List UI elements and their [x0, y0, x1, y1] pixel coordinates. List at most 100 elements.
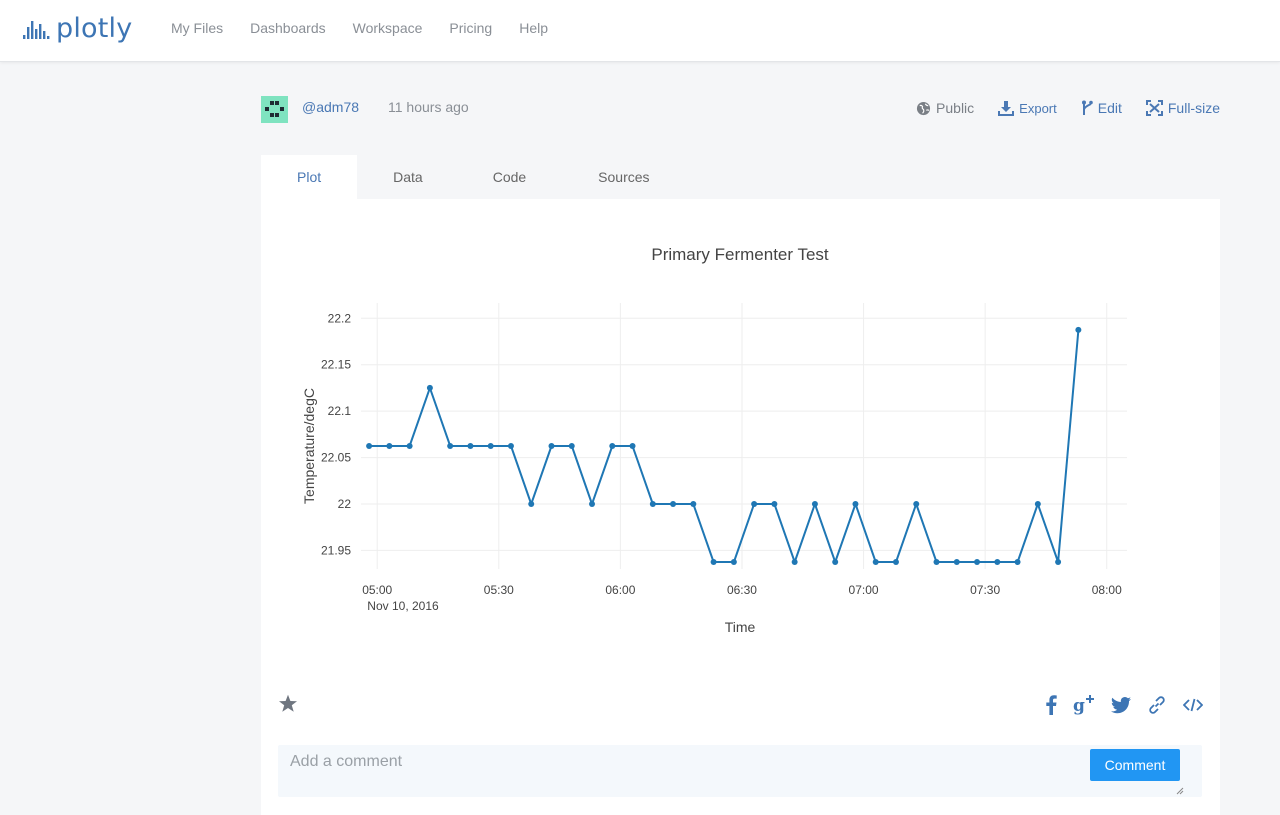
data-point: [507, 442, 514, 449]
nav-workspace[interactable]: Workspace: [352, 20, 423, 36]
tab-sources[interactable]: Sources: [598, 169, 650, 185]
nav-help[interactable]: Help: [519, 20, 548, 36]
data-point: [811, 501, 818, 507]
data-point: [670, 501, 677, 507]
chart-title: Primary Fermenter Test: [651, 245, 829, 264]
fullsize-button[interactable]: Full-size: [1145, 100, 1220, 116]
y-tick-label: 22.1: [328, 404, 352, 418]
data-point: [751, 501, 758, 507]
data-point: [953, 559, 960, 566]
x-tick-label: 05:30: [484, 583, 514, 597]
x-tick-label: 06:30: [727, 583, 757, 597]
public-button[interactable]: Public: [916, 100, 974, 116]
chart-series: [366, 326, 1082, 566]
data-point: [609, 442, 616, 449]
line-chart[interactable]: Primary Fermenter Test 21.952222.0522.12…: [261, 199, 1220, 669]
data-point: [629, 442, 636, 449]
plot-panel: Primary Fermenter Test 21.95 22 22.05 22.1 2…: [261, 199, 1220, 815]
download-icon: [998, 100, 1015, 116]
y-axis-ticks: 21.95 22 22.05 22.1 22.15 22.2: [321, 311, 351, 557]
comment-button[interactable]: Comment: [1090, 749, 1180, 781]
logo-text: plotly: [56, 13, 133, 44]
link-icon[interactable]: [1147, 695, 1167, 715]
export-label: Export: [1019, 100, 1057, 116]
data-point: [771, 501, 778, 507]
data-point: [852, 501, 859, 507]
fullsize-label: Full-size: [1167, 100, 1220, 116]
data-point: [487, 442, 494, 449]
data-point: [447, 442, 454, 449]
data-point: [528, 501, 535, 507]
data-point: [933, 559, 940, 566]
data-point: [426, 384, 433, 391]
data-point: [568, 442, 575, 449]
svg-text:g: g: [1073, 696, 1085, 715]
twitter-icon[interactable]: [1111, 696, 1131, 714]
main-nav: My Files Dashboards Workspace Pricing He…: [171, 0, 575, 56]
tab-plot[interactable]: Plot: [261, 155, 358, 199]
edit-button[interactable]: Edit: [1081, 100, 1122, 116]
plot-tabs: Plot Data Code Sources: [261, 155, 686, 199]
globe-icon: [916, 101, 931, 115]
edit-label: Edit: [1097, 100, 1122, 116]
comment-box: Comment: [278, 745, 1202, 797]
data-point: [974, 559, 981, 566]
x-axis-ticks: 05:00 05:30 06:00 06:30 07:00 07:30 08:00: [362, 583, 1122, 597]
avatar[interactable]: [261, 96, 288, 123]
facebook-icon[interactable]: [1045, 695, 1057, 715]
data-point: [406, 442, 413, 449]
x-tick-label: 07:30: [970, 583, 1000, 597]
data-point: [710, 559, 717, 566]
chart-grid: [361, 303, 1127, 569]
embed-code-icon[interactable]: [1183, 697, 1203, 713]
y-tick-label: 22: [338, 497, 352, 511]
data-point: [690, 501, 697, 507]
fork-icon: [1081, 100, 1093, 115]
resize-handle-icon[interactable]: [1176, 787, 1184, 795]
data-point: [872, 559, 879, 566]
username-link[interactable]: @adm78: [302, 99, 360, 115]
y-tick-label: 22.2: [328, 311, 352, 325]
data-point: [366, 442, 373, 449]
plotly-logo-icon: [23, 21, 50, 39]
tab-data[interactable]: Data: [393, 169, 423, 185]
nav-dashboards[interactable]: Dashboards: [250, 20, 326, 36]
data-point: [649, 501, 656, 507]
plot-actions: Public Export Edit Full-size: [916, 100, 1220, 116]
comment-input[interactable]: [278, 745, 1098, 797]
y-tick-label: 21.95: [321, 543, 351, 557]
data-point: [730, 559, 737, 566]
star-icon[interactable]: [278, 694, 298, 718]
nav-my-files[interactable]: My Files: [171, 20, 224, 36]
top-navbar: plotly My Files Dashboards Workspace Pri…: [0, 0, 1280, 62]
data-point: [386, 442, 393, 449]
google-plus-icon[interactable]: g: [1073, 695, 1095, 715]
data-point: [589, 501, 596, 507]
data-point: [791, 559, 798, 566]
y-tick-label: 22.15: [321, 358, 351, 372]
expand-icon: [1145, 100, 1163, 116]
x-tick-label: 05:00: [362, 583, 392, 597]
x-axis-title: Time: [725, 619, 756, 635]
data-point: [892, 559, 899, 566]
nav-pricing[interactable]: Pricing: [449, 20, 493, 36]
data-point: [548, 442, 555, 449]
data-point: [1014, 559, 1021, 566]
data-point: [1055, 559, 1062, 566]
data-point: [913, 501, 920, 507]
x-tick-label: 08:00: [1092, 583, 1122, 597]
public-label: Public: [936, 100, 975, 116]
data-point: [467, 442, 474, 449]
data-point: [1034, 501, 1041, 507]
tab-code[interactable]: Code: [492, 169, 527, 185]
series-line: [369, 329, 1080, 563]
y-axis-title: Temperature/degC: [301, 388, 317, 504]
x-tick-label: 07:00: [849, 583, 879, 597]
data-point: [994, 559, 1001, 566]
data-point: [1075, 326, 1082, 333]
timestamp: 11 hours ago: [388, 99, 469, 115]
export-button[interactable]: Export: [998, 100, 1057, 116]
x-tick-label: 06:00: [605, 583, 635, 597]
data-point: [832, 559, 839, 566]
plotly-logo[interactable]: plotly: [22, 14, 132, 44]
